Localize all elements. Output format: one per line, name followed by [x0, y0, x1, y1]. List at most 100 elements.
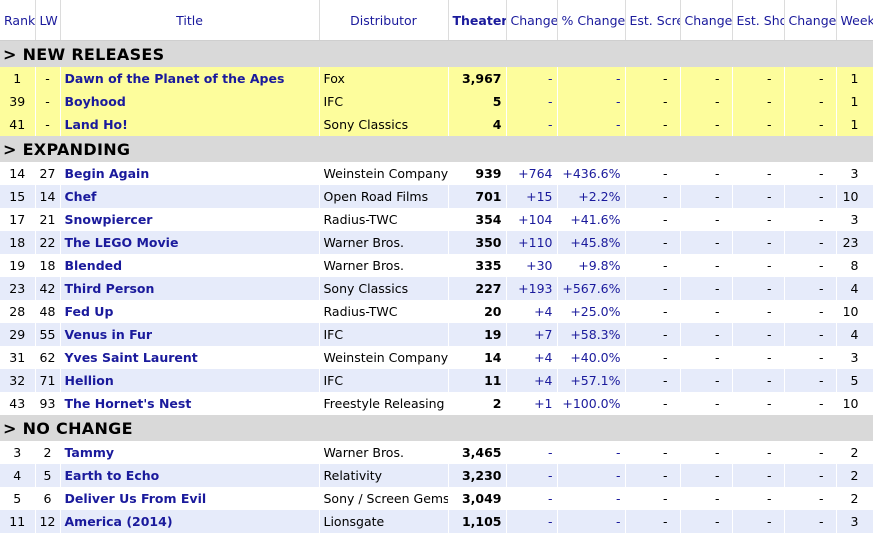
distributor-cell: Sony Classics: [319, 113, 449, 136]
title-link[interactable]: Earth to Echo: [60, 464, 320, 487]
theater-count-cell: 5: [448, 90, 507, 113]
screens-change-cell: -: [680, 90, 733, 113]
title-link[interactable]: America (2014): [60, 510, 320, 533]
header-week[interactable]: Week #: [836, 0, 873, 41]
title-link[interactable]: Deliver Us From Evil: [60, 487, 320, 510]
percent-change-cell: +45.8%: [557, 231, 626, 254]
title-link[interactable]: The Hornet's Nest: [60, 392, 320, 415]
header-percent-change[interactable]: % Change: [557, 0, 626, 41]
title-link[interactable]: Third Person: [60, 277, 320, 300]
shows-change-cell: -: [784, 67, 837, 90]
header-last-week[interactable]: LW: [35, 0, 61, 41]
distributor-cell: Relativity: [319, 464, 449, 487]
screens-change-cell: -: [680, 185, 733, 208]
est-shows-cell: -: [732, 231, 785, 254]
week-cell: 3: [836, 346, 873, 369]
theater-count-cell: 20: [448, 300, 507, 323]
title-link[interactable]: Tammy: [60, 441, 320, 464]
table-row: 15 14 Chef Open Road Films 701 +15 +2.2% - - - -10: [0, 185, 873, 208]
theater-count-cell: 227: [448, 277, 507, 300]
title-link[interactable]: Fed Up: [60, 300, 320, 323]
screens-change-cell: -: [680, 113, 733, 136]
theater-count-cell: 350: [448, 231, 507, 254]
section-header: > NO CHANGE: [0, 415, 873, 441]
shows-change-cell: -: [784, 90, 837, 113]
header-est-shows[interactable]: Est. Shows: [732, 0, 785, 41]
shows-change-cell: -: [784, 323, 837, 346]
est-screens-cell: -: [625, 323, 681, 346]
title-link[interactable]: Blended: [60, 254, 320, 277]
header-est-screens[interactable]: Est. Screens: [625, 0, 681, 41]
header-theater-count[interactable]: Theater Count: [448, 0, 507, 41]
theater-count-cell: 4: [448, 113, 507, 136]
change-cell: -: [506, 510, 558, 533]
header-shows-change[interactable]: Change: [784, 0, 837, 41]
est-screens-cell: -: [625, 67, 681, 90]
change-cell: +4: [506, 346, 558, 369]
title-link[interactable]: Snowpiercer: [60, 208, 320, 231]
screens-change-cell: -: [680, 254, 733, 277]
week-cell: 2: [836, 487, 873, 510]
table-row: 5 6 Deliver Us From Evil Sony / Screen Gems…: [0, 487, 873, 510]
est-shows-cell: -: [732, 323, 785, 346]
est-shows-cell: -: [732, 254, 785, 277]
shows-change-cell: -: [784, 487, 837, 510]
theater-count-cell: 14: [448, 346, 507, 369]
percent-change-cell: -: [557, 510, 626, 533]
title-link[interactable]: Dawn of the Planet of the Apes: [60, 67, 320, 90]
rank-cell: 14: [0, 162, 36, 185]
title-link[interactable]: Yves Saint Laurent: [60, 346, 320, 369]
est-screens-cell: -: [625, 441, 681, 464]
last-week-cell: 18: [35, 254, 61, 277]
title-link[interactable]: Chef: [60, 185, 320, 208]
header-change[interactable]: Change: [506, 0, 558, 41]
distributor-cell: Radius-TWC: [319, 208, 449, 231]
title-link[interactable]: Land Ho!: [60, 113, 320, 136]
distributor-cell: IFC: [319, 323, 449, 346]
percent-change-cell: +57.1%: [557, 369, 626, 392]
table-row: 11 12 America (2014) Lionsgate 1,105- - - - - -3: [0, 510, 873, 533]
header-distributor[interactable]: Distributor: [319, 0, 449, 41]
title-link[interactable]: Begin Again: [60, 162, 320, 185]
theater-count-cell: 3,230: [448, 464, 507, 487]
percent-change-cell: +436.6%: [557, 162, 626, 185]
change-cell: +764: [506, 162, 558, 185]
change-cell: +4: [506, 300, 558, 323]
table-row: 18 22 The LEGO Movie Warner Bros. 350 +110 +45…: [0, 231, 873, 254]
distributor-cell: Warner Bros.: [319, 254, 449, 277]
rank-cell: 1: [0, 67, 36, 90]
title-link[interactable]: The LEGO Movie: [60, 231, 320, 254]
distributor-cell: IFC: [319, 369, 449, 392]
week-cell: 1: [836, 113, 873, 136]
table-row: 39- Boyhood IFC 5- - - - - -1: [0, 90, 873, 113]
percent-change-cell: +567.6%: [557, 277, 626, 300]
table-row: 1- Dawn of the Planet of the Apes Fox 3,967…: [0, 67, 873, 90]
distributor-cell: Radius-TWC: [319, 300, 449, 323]
est-shows-cell: -: [732, 441, 785, 464]
week-cell: 1: [836, 67, 873, 90]
percent-change-cell: +100.0%: [557, 392, 626, 415]
title-link[interactable]: Venus in Fur: [60, 323, 320, 346]
distributor-cell: Lionsgate: [319, 510, 449, 533]
est-shows-cell: -: [732, 510, 785, 533]
percent-change-cell: -: [557, 464, 626, 487]
theater-count-cell: 2: [448, 392, 507, 415]
week-cell: 4: [836, 323, 873, 346]
header-rank[interactable]: Rank: [0, 0, 36, 41]
title-link[interactable]: Hellion: [60, 369, 320, 392]
est-shows-cell: -: [732, 208, 785, 231]
last-week-cell: 5: [35, 464, 61, 487]
header-screens-change[interactable]: Change: [680, 0, 733, 41]
change-cell: -: [506, 487, 558, 510]
header-title[interactable]: Title: [60, 0, 320, 41]
est-shows-cell: -: [732, 113, 785, 136]
title-link[interactable]: Boyhood: [60, 90, 320, 113]
last-week-cell: 12: [35, 510, 61, 533]
shows-change-cell: -: [784, 254, 837, 277]
last-week-cell: 71: [35, 369, 61, 392]
screens-change-cell: -: [680, 277, 733, 300]
shows-change-cell: -: [784, 392, 837, 415]
est-shows-cell: -: [732, 90, 785, 113]
screens-change-cell: -: [680, 323, 733, 346]
screens-change-cell: -: [680, 441, 733, 464]
